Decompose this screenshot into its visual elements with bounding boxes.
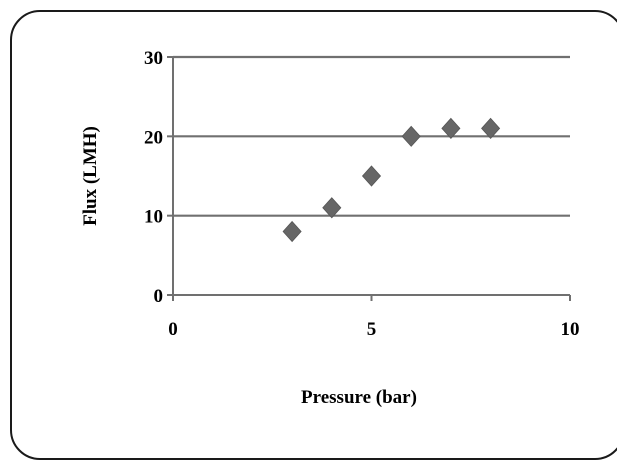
y-tick-label: 20: [144, 127, 163, 148]
gridlines: [173, 55, 570, 217]
x-axis-title: Pressure (bar): [301, 387, 417, 408]
data-point: [441, 117, 461, 139]
y-axis-title: Flux (LMH): [80, 126, 101, 226]
tick-labels: 0 10 20 30 0 5 10: [144, 48, 580, 340]
y-tick-label: 30: [144, 48, 163, 69]
x-tick-label: 10: [561, 319, 580, 340]
data-point: [401, 125, 421, 147]
axes: [167, 56, 571, 301]
x-tick-label: 0: [168, 319, 178, 340]
data-point: [322, 197, 342, 219]
y-tick-label: 0: [154, 286, 164, 307]
data-point: [282, 220, 302, 243]
data-point: [481, 117, 501, 139]
chart-frame: [10, 10, 617, 460]
x-tick-label: 5: [367, 319, 377, 340]
data-point: [361, 165, 382, 187]
y-tick-label: 10: [144, 207, 163, 228]
data-points: [282, 117, 501, 243]
